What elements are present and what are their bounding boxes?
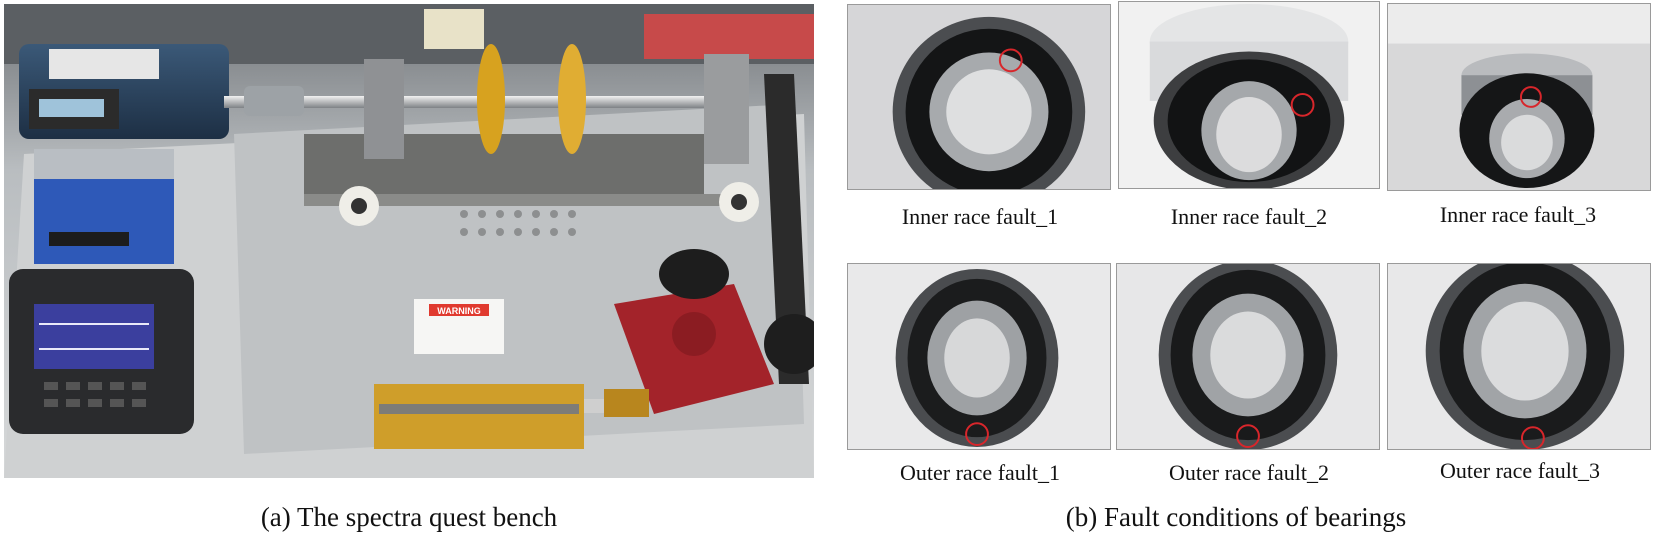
bearing-label-outer-2: Outer race fault_2	[1168, 460, 1330, 485]
bearing-label-inner-3: Inner race fault_3	[1439, 202, 1597, 227]
bearing-photo-inner-1	[847, 4, 1111, 190]
panel-a-caption: (a) The spectra quest bench	[260, 502, 558, 532]
bearing-photo-outer-3	[1387, 263, 1651, 450]
bearing-label-outer-1: Outer race fault_1	[899, 460, 1061, 485]
bearing-photo-outer-1	[847, 263, 1111, 450]
bearing-photo-inner-3	[1387, 3, 1651, 191]
panel-b-caption: (b) Fault conditions of bearings	[1065, 502, 1407, 532]
bearing-photo-outer-2	[1116, 263, 1380, 450]
spectra-quest-bench-photo: WARNING	[4, 4, 814, 478]
bearing-label-inner-2: Inner race fault_2	[1170, 204, 1328, 229]
bearing-label-outer-3: Outer race fault_3	[1439, 458, 1601, 483]
bearing-photo-inner-2	[1118, 1, 1380, 189]
bearing-label-inner-1: Inner race fault_1	[901, 204, 1059, 229]
warning-sign-text: WARNING	[437, 306, 481, 316]
